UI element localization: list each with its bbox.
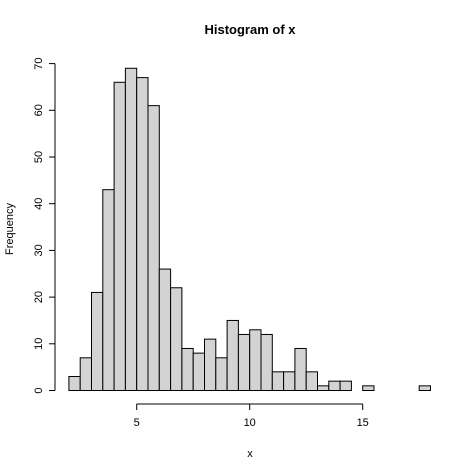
y-tick-label: 70	[33, 57, 45, 69]
histogram-bar	[136, 77, 149, 392]
histogram-bar	[181, 347, 194, 391]
histogram-bar	[158, 268, 172, 391]
x-tick-label: 15	[357, 417, 369, 429]
y-tick-label: 30	[33, 244, 45, 256]
histogram-bar	[170, 287, 183, 392]
histogram-bar	[283, 371, 296, 392]
histogram-bar	[249, 329, 262, 392]
y-tick-label: 40	[33, 198, 45, 210]
histogram-bar	[79, 357, 92, 391]
y-tick-label: 20	[33, 291, 45, 303]
x-axis: 5 10 15	[134, 403, 369, 429]
y-tick-label: 0	[33, 387, 45, 393]
histogram-bar	[204, 338, 217, 392]
histogram-bar	[113, 81, 126, 391]
histogram-bar	[237, 333, 251, 391]
histogram-bar	[294, 347, 307, 391]
x-axis-label: x	[247, 448, 253, 460]
histogram-bar	[339, 380, 352, 392]
histogram-bar	[124, 67, 138, 392]
histogram-bar	[271, 371, 285, 392]
histogram-bar	[260, 333, 273, 391]
histogram-bar	[317, 385, 330, 391]
histogram-bar	[328, 380, 341, 392]
y-tick-label: 50	[33, 151, 45, 163]
histogram-bar	[102, 189, 115, 391]
y-tick-label: 60	[33, 104, 45, 116]
histogram-bar	[91, 291, 104, 391]
histogram-bar	[68, 375, 81, 391]
histogram-bar	[305, 371, 319, 392]
histogram-bar	[362, 385, 375, 391]
histogram-bar	[226, 319, 239, 392]
y-axis: 0 10 20 30 40 50 60 70	[33, 57, 56, 394]
histogram-bar	[215, 357, 228, 391]
histogram-bar	[147, 105, 160, 391]
histogram-bar	[418, 385, 432, 391]
histogram-bars	[68, 67, 432, 392]
chart-title: Histogram of x	[204, 22, 296, 37]
y-axis-label: Frequency	[4, 203, 16, 255]
x-tick-label: 10	[244, 417, 256, 429]
x-tick-label: 5	[134, 417, 140, 429]
histogram-bar	[192, 352, 205, 392]
y-tick-label: 10	[33, 338, 45, 350]
